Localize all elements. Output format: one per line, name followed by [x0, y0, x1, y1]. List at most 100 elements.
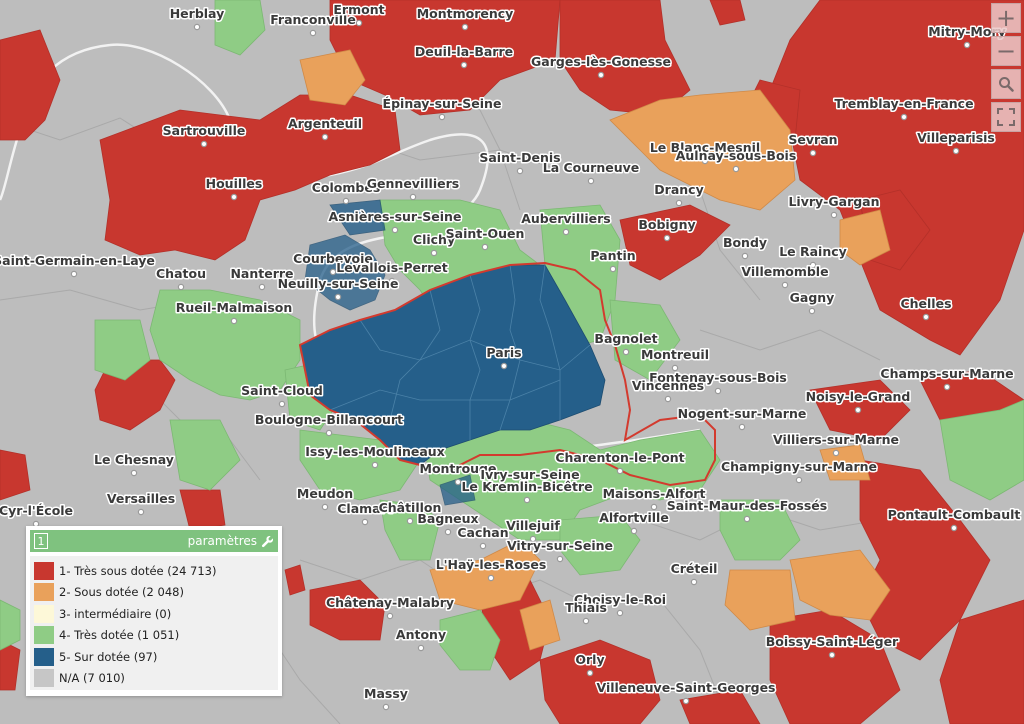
fullscreen-button[interactable] [991, 102, 1021, 132]
city-label-group[interactable]: Issy-les-Moulineaux [304, 443, 446, 469]
city-label-group[interactable]: Villiers-sur-Marne [772, 431, 900, 457]
city-label-group[interactable]: Saint-Maur-des-Fossés [665, 497, 829, 523]
city-label-group[interactable]: Épinay-sur-Seine [381, 95, 503, 121]
city-label-group[interactable]: Le Kremlin-Bicêtre [460, 478, 594, 504]
city-label-group[interactable]: Gagny [788, 289, 836, 315]
city-label-group[interactable]: Bobigny [637, 216, 697, 242]
legend-params-button[interactable]: paramètres [188, 534, 274, 548]
city-label-group[interactable]: Ivry-sur-Seine [479, 466, 581, 492]
city-label-group[interactable]: Drancy [653, 181, 705, 207]
zoom-in-button[interactable]: + [991, 3, 1021, 33]
city-label-group[interactable]: Ermont [332, 1, 386, 27]
city-label-group[interactable]: Franconville [269, 11, 357, 37]
city-label-group[interactable]: Créteil [669, 560, 719, 586]
city-label-group[interactable]: Saint-Ouen [444, 225, 526, 251]
city-label-group[interactable]: Villeparisis [916, 129, 996, 155]
city-label-group[interactable]: Levallois-Perret [335, 259, 449, 285]
city-label-group[interactable]: Courbevoie [292, 250, 374, 276]
city-label-group[interactable]: Montreuil [639, 346, 711, 372]
city-label-group[interactable]: Vitry-sur-Seine [505, 537, 615, 563]
city-label-group[interactable]: Choisy-le-Roi [572, 591, 668, 617]
city-label-group[interactable]: Châtenay-Malabry [324, 594, 456, 620]
city-label-group[interactable]: Vincennes [630, 377, 706, 403]
city-label-group[interactable]: Mitry-Mory [927, 23, 1007, 49]
city-label: Noisy-le-Grand [806, 389, 911, 404]
city-label-group[interactable]: Le Blanc-Mesnil [648, 139, 762, 165]
city-label: Châtillon [379, 500, 442, 515]
city-label-group[interactable]: Cachan [456, 524, 510, 550]
city-label-group[interactable]: Aulnay-sous-Bois [674, 147, 798, 173]
city-marker [481, 243, 489, 251]
legend-item: 2- Sous dotée (2 048) [34, 582, 274, 604]
city-label-group[interactable]: Herblay [168, 5, 226, 31]
city-label-group[interactable]: Clamart [336, 500, 394, 526]
city-label-group[interactable]: Deuil-la-Barre [413, 43, 515, 69]
city-label-group[interactable]: Le Raincy [778, 243, 848, 269]
city-label-group[interactable]: Gennevilliers [365, 175, 461, 201]
city-label-group[interactable]: La Courneuve [541, 159, 641, 185]
city-marker [682, 697, 690, 705]
city-label-group[interactable]: Fontenay-sous-Bois [648, 369, 788, 395]
city-label-group[interactable]: Sartrouville [161, 122, 247, 148]
city-label: Saint-Maur-des-Fossés [667, 498, 827, 513]
city-label-group[interactable]: Sevran [787, 131, 839, 157]
city-label-group[interactable]: Argenteuil [286, 115, 364, 141]
city-label-group[interactable]: Bagnolet [593, 330, 659, 356]
city-label-group[interactable]: Aubervilliers [520, 210, 612, 236]
city-label-group[interactable]: Nogent-sur-Marne [676, 405, 808, 431]
city-label: Versailles [107, 491, 175, 506]
city-label-group[interactable]: Massy [363, 685, 409, 711]
city-label-group[interactable]: Alfortville [598, 509, 670, 535]
city-label-group[interactable]: Nanterre [229, 265, 295, 291]
city-label-group[interactable]: Le Chesnay [93, 451, 175, 477]
city-label-group[interactable]: Bagneux [416, 510, 480, 536]
city-label-group[interactable]: Chelles [899, 295, 953, 321]
city-label-group[interactable]: Montmorency [415, 5, 515, 31]
city-label-group[interactable]: Bondy [721, 234, 769, 260]
city-marker [461, 23, 469, 31]
city-label: Pontault-Combault [888, 507, 1021, 522]
city-label-group[interactable]: Asnières-sur-Seine [327, 208, 463, 234]
city-label-group[interactable]: Cyr-l'École [0, 502, 75, 528]
city-label-group[interactable]: Paris [485, 344, 523, 370]
zoom-out-button[interactable]: − [991, 36, 1021, 66]
city-label-group[interactable]: Champigny-sur-Marne [719, 458, 879, 484]
city-label-group[interactable]: Neuilly-sur-Seine [276, 275, 400, 301]
city-label-group[interactable]: Villeneuve-Saint-Georges [595, 679, 777, 705]
city-label-group[interactable]: Versailles [105, 490, 177, 516]
city-label-group[interactable]: Saint-Germain-en-Laye [0, 252, 156, 278]
city-label-group[interactable]: Antony [394, 626, 448, 652]
city-label-group[interactable]: Orly [574, 651, 606, 677]
city-label-group[interactable]: Saint-Denis [478, 149, 562, 175]
city-label-group[interactable]: Villejuif [505, 517, 562, 543]
city-marker [828, 651, 836, 659]
city-label: Courbevoie [293, 251, 373, 266]
city-label-group[interactable]: Garges-lès-Gonesse [530, 53, 672, 79]
city-label-group[interactable]: Livry-Gargan [787, 193, 881, 219]
city-label-group[interactable]: Charenton-le-Pont [554, 449, 686, 475]
city-label-group[interactable]: Thiais [564, 599, 608, 625]
city-label-group[interactable]: Villemomble [740, 263, 830, 289]
city-label-group[interactable]: Houilles [204, 175, 264, 201]
city-label-group[interactable]: Colombes [310, 179, 382, 205]
city-label-group[interactable]: L'Haÿ-les-Roses [434, 556, 548, 582]
city-label-group[interactable]: Maisons-Alfort [601, 485, 707, 511]
city-label-group[interactable]: Noisy-le-Grand [804, 388, 912, 414]
city-marker [943, 383, 951, 391]
city-label-group[interactable]: Rueil-Malmaison [174, 299, 294, 325]
city-label-group[interactable]: Pantin [589, 247, 637, 273]
city-label-group[interactable]: Boulogne-Billancourt [253, 411, 405, 437]
city-label-group[interactable]: Champs-sur-Marne [879, 365, 1015, 391]
city-label-group[interactable]: Meudon [295, 485, 355, 511]
city-label-group[interactable]: Boissy-Saint-Léger [764, 633, 901, 659]
city-label-group[interactable]: Saint-Cloud [240, 382, 324, 408]
city-label-group[interactable]: Montrouge [418, 460, 498, 486]
city-label-group[interactable]: Pontault-Combault [886, 506, 1022, 532]
city-label-group[interactable]: Clichy [411, 231, 457, 257]
city-marker [609, 265, 617, 273]
city-label-group[interactable]: Tremblay-en-France [833, 95, 975, 121]
search-button[interactable] [991, 69, 1021, 99]
city-label-group[interactable]: Châtillon [377, 499, 443, 525]
city-label-group[interactable]: Chatou [155, 265, 207, 291]
